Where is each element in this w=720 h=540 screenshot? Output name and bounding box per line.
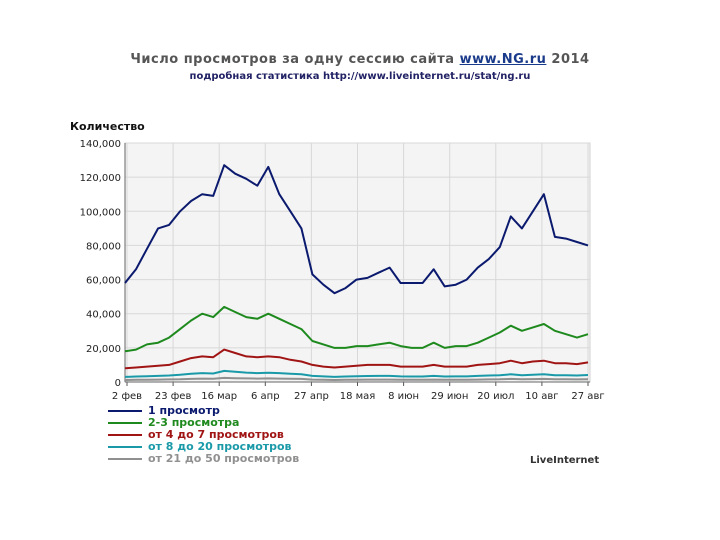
legend-label: от 4 до 7 просмотров <box>148 428 284 441</box>
x-tick-label: 10 авг <box>525 391 558 402</box>
x-tick-label: 18 мая <box>340 391 376 402</box>
y-tick-label: 140,000 <box>80 139 121 150</box>
legend-item: 1 просмотр <box>108 405 299 417</box>
y-tick-label: 60,000 <box>86 276 121 287</box>
series-line <box>124 305 589 353</box>
legend-item: от 21 до 50 просмотров <box>108 453 299 465</box>
chart-title-year: 2014 <box>551 52 590 67</box>
chart-title-text: Число просмотров за одну сессию сайта <box>130 52 455 67</box>
legend-swatch <box>108 446 142 448</box>
series-line <box>124 164 589 295</box>
legend-item: от 8 до 20 просмотров <box>108 441 299 453</box>
y-tick-label: 120,000 <box>80 173 121 184</box>
chart-title: Число просмотров за одну сессию сайта ww… <box>0 52 720 67</box>
x-tick-label: 27 авг <box>571 391 604 402</box>
chart-legend: 1 просмотр 2-3 просмотра от 4 до 7 просмот… <box>108 405 299 465</box>
legend-label: от 21 до 50 просмотров <box>148 452 300 465</box>
site-link[interactable]: www.NG.ru <box>459 52 547 67</box>
y-tick-label: 80,000 <box>86 241 121 252</box>
legend-swatch <box>108 434 142 436</box>
brand-label: LiveInternet <box>530 455 600 466</box>
chart-subtitle: подробная статистика http://www.liveinte… <box>189 71 531 82</box>
x-tick-label: 8 июн <box>388 391 419 402</box>
legend-swatch <box>108 410 142 412</box>
x-tick-label: 20 июл <box>477 391 514 402</box>
y-tick-label: 20,000 <box>86 344 121 355</box>
y-tick-label: 0 <box>115 378 121 389</box>
y-tick-label: 40,000 <box>86 310 121 321</box>
x-tick-label: 6 апр <box>251 391 280 402</box>
x-tick-label: 23 фев <box>155 391 192 402</box>
x-tick-label: 29 июн <box>431 391 468 402</box>
legend-item: от 4 до 7 просмотров <box>108 429 299 441</box>
series-line <box>124 376 589 381</box>
series-line <box>124 369 589 378</box>
legend-swatch <box>108 422 142 424</box>
legend-label: от 8 до 20 просмотров <box>148 440 292 453</box>
y-axis-label: Количество <box>70 120 145 133</box>
legend-swatch <box>108 458 142 460</box>
y-tick-label: 100,000 <box>80 207 121 218</box>
legend-item: 2-3 просмотра <box>108 417 299 429</box>
x-tick-label: 16 мар <box>201 391 237 402</box>
legend-label: 2-3 просмотра <box>148 416 240 429</box>
series-line <box>124 348 589 370</box>
legend-label: 1 просмотр <box>148 404 220 417</box>
x-tick-label: 27 апр <box>294 391 329 402</box>
x-tick-label: 2 фев <box>112 391 142 402</box>
